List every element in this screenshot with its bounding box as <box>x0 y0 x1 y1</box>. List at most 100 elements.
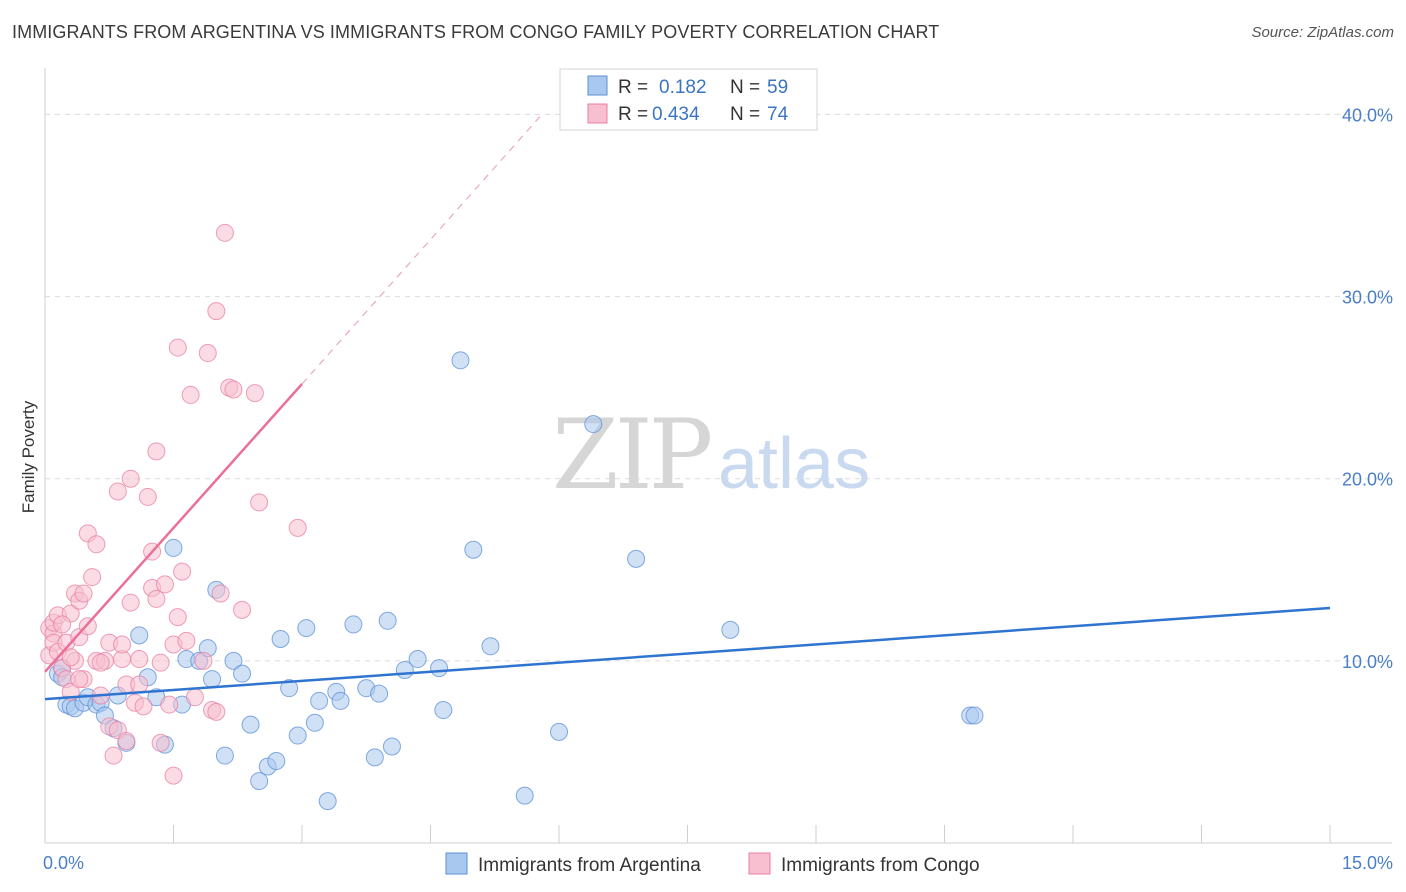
argentina-point-38 <box>318 792 337 811</box>
argentina-point-51 <box>451 351 470 370</box>
congo-point-19 <box>78 617 97 636</box>
legend-n-label-argentina: N = <box>730 77 760 98</box>
y-tick-label-2: 30.0% <box>1342 288 1393 308</box>
congo-point-67 <box>53 615 72 634</box>
congo-point-59 <box>211 584 230 603</box>
argentina-point-31 <box>267 752 286 771</box>
argentina-point-45 <box>378 611 397 630</box>
y-axis-label: Family Poverty <box>19 400 38 513</box>
congo-point-69 <box>91 653 110 672</box>
y-tick-label-0: 10.0% <box>1342 652 1393 672</box>
legend-n-value-argentina: 59 <box>767 77 788 98</box>
congo-point-52 <box>177 631 196 650</box>
series-argentina <box>48 351 984 811</box>
trend-line-congo-extension <box>301 114 543 385</box>
chart-title: IMMIGRANTS FROM ARGENTINA VS IMMIGRANTS … <box>12 22 940 42</box>
x-tick-labels: 0.0% 15.0% <box>43 853 1393 873</box>
argentina-point-50 <box>434 701 453 720</box>
congo-point-53 <box>181 385 200 404</box>
trend-line-congo <box>44 383 303 673</box>
argentina-point-49 <box>430 659 449 678</box>
argentina-point-53 <box>481 637 500 656</box>
congo-point-55 <box>198 344 217 363</box>
congo-point-71 <box>151 653 170 672</box>
congo-point-58 <box>207 702 226 721</box>
y-tick-labels: 10.0% 20.0% 30.0% 40.0% <box>1342 105 1393 671</box>
argentina-point-55 <box>550 722 568 741</box>
argentina-point-43 <box>365 748 384 767</box>
argentina-point-60 <box>965 706 984 725</box>
argentina-point-25 <box>215 746 234 765</box>
legend-r-label-congo: R = <box>618 104 648 125</box>
legend-n-label-congo: N = <box>730 104 760 125</box>
congo-point-72 <box>185 688 204 707</box>
argentina-point-56 <box>584 415 603 434</box>
y-tick-label-1: 20.0% <box>1342 470 1393 490</box>
congo-point-65 <box>250 493 269 512</box>
axes <box>44 68 1392 844</box>
trend-lines <box>44 114 1331 701</box>
argentina-point-34 <box>288 726 307 745</box>
legend-r-value-argentina: 0.182 <box>659 77 707 98</box>
argentina-point-32 <box>271 630 290 648</box>
chart-source: Source: ZipAtlas.com <box>1251 24 1394 41</box>
argentina-point-23 <box>203 670 222 689</box>
congo-point-36 <box>130 650 149 669</box>
congo-point-50 <box>168 608 187 627</box>
congo-point-20 <box>83 568 102 587</box>
congo-point-46 <box>160 695 179 714</box>
congo-point-57 <box>207 302 226 321</box>
argentina-point-57 <box>627 549 646 568</box>
congo-point-54 <box>194 651 213 670</box>
congo-point-48 <box>164 766 183 785</box>
watermark-zip: ZIP <box>552 399 711 511</box>
congo-point-43 <box>147 442 166 461</box>
argentina-point-33 <box>280 679 299 698</box>
bottom-legend: Immigrants from Argentina Immigrants fro… <box>445 852 980 876</box>
argentina-point-28 <box>241 715 260 734</box>
congo-point-60 <box>215 223 234 242</box>
congo-point-64 <box>245 384 264 403</box>
congo-point-42 <box>147 589 166 608</box>
bottom-legend-congo: Immigrants from Congo <box>781 855 980 876</box>
congo-point-49 <box>168 338 187 357</box>
watermark-atlas: atlas <box>718 424 870 504</box>
bottom-legend-swatch-congo <box>748 852 771 875</box>
congo-point-73 <box>70 670 89 689</box>
x-tick-label-1: 15.0% <box>1342 853 1393 873</box>
x-tick-label-0: 0.0% <box>43 853 84 873</box>
argentina-point-36 <box>305 713 324 732</box>
congo-point-44 <box>151 733 170 752</box>
y-tick-label-3: 40.0% <box>1342 105 1393 125</box>
congo-point-51 <box>173 562 192 581</box>
legend-n-value-congo: 74 <box>767 104 789 125</box>
legend-swatch-congo <box>587 103 608 124</box>
argentina-point-41 <box>344 615 363 634</box>
legend: R = 0.182 N = 59 R = 0.434 N = 74 <box>559 68 818 131</box>
argentina-point-44 <box>370 684 389 703</box>
argentina-point-52 <box>464 540 483 559</box>
congo-point-28 <box>108 482 127 501</box>
legend-swatch-argentina <box>587 75 608 96</box>
bottom-legend-argentina: Immigrants from Argentina <box>478 855 701 876</box>
congo-point-27 <box>104 746 123 765</box>
congo-point-38 <box>134 697 153 716</box>
argentina-point-48 <box>408 650 427 669</box>
congo-point-37 <box>130 675 149 694</box>
argentina-point-35 <box>297 619 316 638</box>
congo-point-21 <box>87 535 106 554</box>
congo-point-16 <box>74 584 93 603</box>
argentina-point-58 <box>721 620 740 639</box>
congo-point-45 <box>155 575 174 594</box>
argentina-point-18 <box>164 538 183 557</box>
congo-point-70 <box>117 732 136 750</box>
congo-point-34 <box>121 593 140 612</box>
argentina-point-37 <box>310 691 329 710</box>
congo-point-62 <box>224 380 243 399</box>
argentina-point-46 <box>382 737 401 756</box>
congo-point-63 <box>233 600 252 619</box>
argentina-point-54 <box>515 786 534 805</box>
legend-r-label-argentina: R = <box>618 77 648 98</box>
congo-point-68 <box>61 648 80 667</box>
